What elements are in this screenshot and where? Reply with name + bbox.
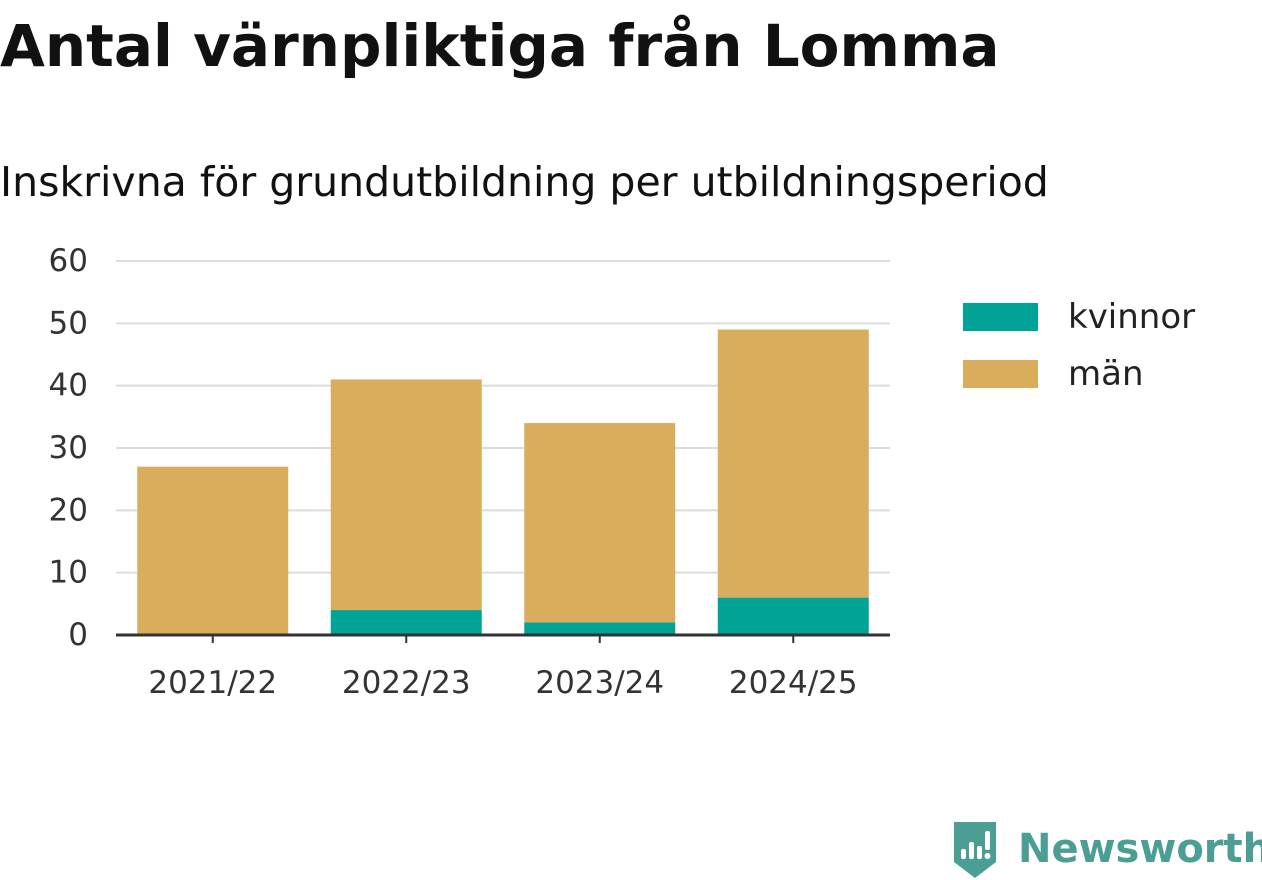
bar-kvinnor-2024-25 <box>717 597 869 635</box>
legend-swatch-kvinnor <box>963 303 1038 331</box>
brand-name: Newsworthy <box>1018 826 1262 872</box>
bar-män-2024-25 <box>717 329 869 598</box>
bar-män-2021-22 <box>137 466 289 635</box>
brand: Newsworthy <box>950 818 1262 880</box>
x-tick-label-2024-25: 2024/25 <box>729 665 858 701</box>
legend-label-kvinnor: kvinnor <box>1068 297 1195 337</box>
x-tick-label-2022-23: 2022/23 <box>342 665 471 701</box>
bar-män-2022-23 <box>330 379 482 611</box>
legend: kvinnor män <box>963 297 1195 394</box>
bar-kvinnor-2022-23 <box>330 610 482 635</box>
bar-män-2023-24 <box>524 423 676 623</box>
legend-swatch-män <box>963 360 1038 388</box>
bars <box>137 329 869 635</box>
chart-title: Antal värnpliktiga från Lomma <box>0 12 1000 80</box>
chart-subtitle: Inskrivna för grundutbildning per utbild… <box>0 158 1049 206</box>
y-tick-label-50: 50 <box>49 305 88 341</box>
x-tick-label-2021-22: 2021/22 <box>148 665 277 701</box>
axes: 0 10 20 30 40 50 60 2021/22 2022/23 2023/24 2024/2… <box>49 243 890 701</box>
newsworthy-logo-icon <box>954 822 996 878</box>
y-tick-label-20: 20 <box>49 492 88 528</box>
y-tick-label-30: 30 <box>49 430 88 466</box>
y-tick-label-40: 40 <box>49 368 88 404</box>
x-tick-label-2023-24: 2023/24 <box>535 665 664 701</box>
y-tick-label-60: 60 <box>49 243 88 279</box>
y-tick-label-10: 10 <box>49 555 88 591</box>
y-tick-label-0: 0 <box>68 617 88 653</box>
bar-kvinnor-2023-24 <box>524 622 676 635</box>
legend-label-män: män <box>1068 354 1144 394</box>
